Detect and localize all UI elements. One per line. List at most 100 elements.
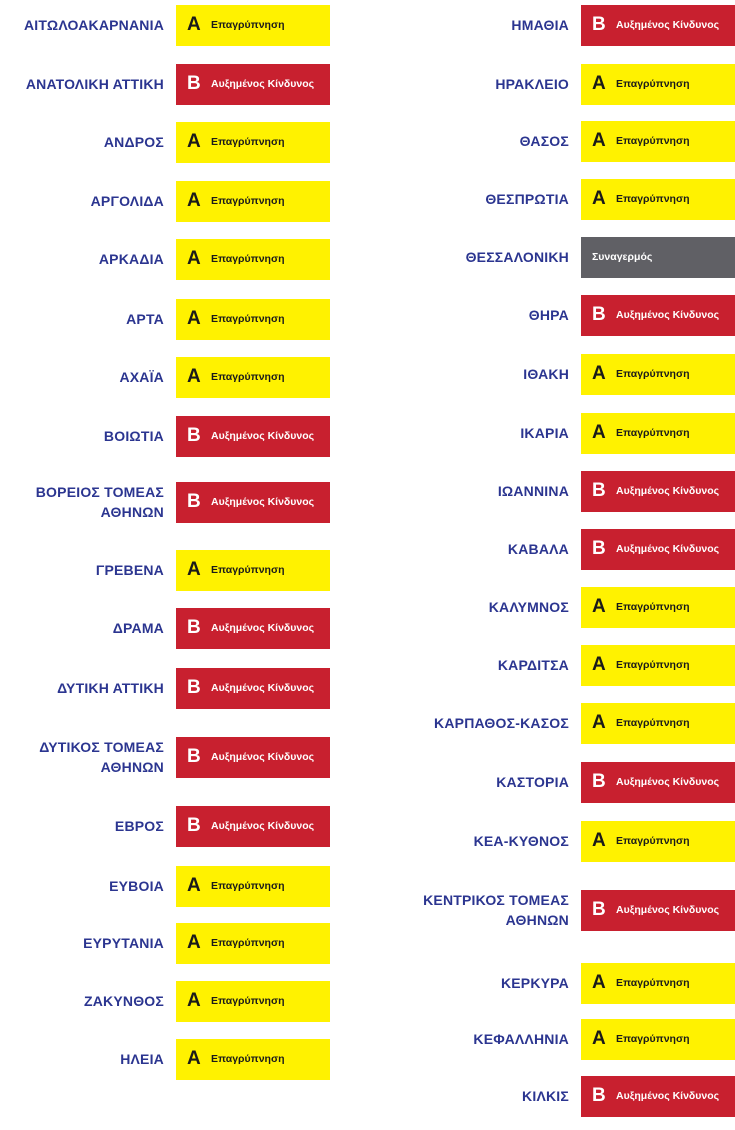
region-row: ΔΥΤΙΚΗ ΑΤΤΙΚΗ Β Αυξημένος Κίνδυνος — [0, 654, 330, 722]
region-name: ΗΛΕΙΑ — [120, 1051, 164, 1067]
region-row: ΑΡΚΑΔΙΑ Α Επαγρύπνηση — [0, 225, 330, 293]
alert-level-badge: Συναγερμός — [581, 236, 735, 278]
region-row: ΘΕΣΠΡΩΤΙΑ Α Επαγρύπνηση — [405, 165, 735, 233]
alert-level-letter: Α — [592, 422, 606, 443]
alert-level-letter: Β — [592, 899, 606, 920]
alert-level-badge: Β Αυξημένος Κίνδυνος — [581, 294, 735, 336]
region-row: ΚΑΣΤΟΡΙΑ Β Αυξημένος Κίνδυνος — [405, 748, 735, 816]
region-name: ΚΑΒΑΛΑ — [507, 541, 569, 557]
alert-level-letter: Β — [187, 73, 201, 94]
alert-level-letter: Β — [187, 617, 201, 638]
region-row: ΚΕΦΑΛΛΗΝΙΑ Α Επαγρύπνηση — [405, 1005, 735, 1073]
region-name: ΚΕΡΚΥΡΑ — [500, 975, 569, 991]
alert-level-letter: Α — [592, 1028, 606, 1049]
region-name: ΙΘΑΚΗ — [523, 366, 569, 382]
alert-level-status: Επαγρύπνηση — [616, 659, 690, 671]
alert-level-letter: Α — [187, 932, 201, 953]
alert-level-status: Επαγρύπνηση — [211, 371, 285, 383]
region-row: ΓΡΕΒΕΝΑ Α Επαγρύπνηση — [0, 536, 330, 604]
region-row: ΕΥΒΟΙΑ Α Επαγρύπνηση — [0, 852, 330, 920]
alert-level-letter: Β — [187, 746, 201, 767]
alert-level-letter: Β — [592, 480, 606, 501]
region-row: ΗΡΑΚΛΕΙΟ Α Επαγρύπνηση — [405, 50, 735, 118]
alert-level-badge: Α Επαγρύπνηση — [176, 922, 330, 964]
alert-level-status: Επαγρύπνηση — [616, 835, 690, 847]
region-name: ΔΥΤΙΚΗ ΑΤΤΙΚΗ — [57, 680, 164, 696]
region-row: ΙΘΑΚΗ Α Επαγρύπνηση — [405, 340, 735, 408]
region-row: ΚΙΛΚΙΣ Β Αυξημένος Κίνδυνος — [405, 1062, 735, 1130]
region-row: ΚΕΝΤΡΙΚΟΣ ΤΟΜΕΑΣ ΑΘΗΝΩΝ Β Αυξημένος Κίνδυν… — [405, 876, 735, 944]
alert-level-badge: Α Επαγρύπνηση — [581, 644, 735, 686]
alert-level-badge: Α Επαγρύπνηση — [581, 178, 735, 220]
alert-level-badge: Α Επαγρύπνηση — [176, 865, 330, 907]
alert-level-badge: Α Επαγρύπνηση — [581, 962, 735, 1004]
alert-level-status: Επαγρύπνηση — [211, 253, 285, 265]
region-row: ΒΟΙΩΤΙΑ Β Αυξημένος Κίνδυνος — [0, 402, 330, 470]
alert-level-letter: Α — [592, 830, 606, 851]
alert-level-letter: Α — [187, 366, 201, 387]
region-name: ΘΕΣΠΡΩΤΙΑ — [485, 191, 569, 207]
alert-level-status: Αυξημένος Κίνδυνος — [211, 496, 315, 508]
region-row: ΔΡΑΜΑ Β Αυξημένος Κίνδυνος — [0, 594, 330, 662]
alert-level-badge: Β Αυξημένος Κίνδυνος — [581, 470, 735, 512]
alert-level-letter: Α — [187, 559, 201, 580]
region-row: ΚΕΡΚΥΡΑ Α Επαγρύπνηση — [405, 949, 735, 1017]
alert-level-badge: Β Αυξημένος Κίνδυνος — [581, 4, 735, 46]
alert-level-badge: Α Επαγρύπνηση — [581, 120, 735, 162]
region-row: ΔΥΤΙΚΟΣ ΤΟΜΕΑΣ ΑΘΗΝΩΝ Β Αυξημένος Κίνδυνος — [0, 723, 330, 791]
alert-level-letter: Β — [187, 425, 201, 446]
region-row: ΚΑΡΠΑΘΟΣ-ΚΑΣΟΣ Α Επαγρύπνηση — [405, 689, 735, 757]
region-row: ΑΡΓΟΛΙΔΑ Α Επαγρύπνηση — [0, 167, 330, 235]
alert-level-badge: Α Επαγρύπνηση — [581, 702, 735, 744]
alert-level-status: Επαγρύπνηση — [616, 427, 690, 439]
alert-level-letter: Β — [592, 1085, 606, 1106]
alert-level-letter: Α — [592, 73, 606, 94]
region-row: ΚΑΛΥΜΝΟΣ Α Επαγρύπνηση — [405, 573, 735, 641]
alert-level-letter: Α — [592, 712, 606, 733]
region-name: ΑΧΑΪΑ — [119, 369, 164, 385]
alert-level-badge: Β Αυξημένος Κίνδυνος — [581, 889, 735, 931]
region-name: ΗΡΑΚΛΕΙΟ — [495, 76, 569, 92]
region-row: ΑΧΑΪΑ Α Επαγρύπνηση — [0, 343, 330, 411]
region-name: ΑΡΚΑΔΙΑ — [98, 251, 164, 267]
alert-level-letter: Α — [592, 130, 606, 151]
region-name: ΒΟΙΩΤΙΑ — [103, 428, 164, 444]
alert-level-status: Επαγρύπνηση — [211, 195, 285, 207]
alert-level-status: Επαγρύπνηση — [616, 977, 690, 989]
region-name: ΚΑΡΠΑΘΟΣ-ΚΑΣΟΣ — [434, 715, 569, 731]
region-name: ΚΕΦΑΛΛΗΝΙΑ — [473, 1031, 569, 1047]
alert-level-letter: Α — [592, 596, 606, 617]
region-row: ΖΑΚΥΝΘΟΣ Α Επαγρύπνηση — [0, 967, 330, 1035]
alert-level-badge: Α Επαγρύπνηση — [581, 586, 735, 628]
region-row: ΚΕΑ-ΚΥΘΝΟΣ Α Επαγρύπνηση — [405, 807, 735, 875]
region-name: ΙΩΑΝΝΙΝΑ — [497, 483, 569, 499]
alert-level-status: Αυξημένος Κίνδυνος — [211, 682, 315, 694]
alert-level-badge: Α Επαγρύπνηση — [176, 356, 330, 398]
alert-level-status: Αυξημένος Κίνδυνος — [616, 19, 720, 31]
region-row: ΚΑΡΔΙΤΣΑ Α Επαγρύπνηση — [405, 631, 735, 699]
alert-level-status: Επαγρύπνηση — [211, 564, 285, 576]
region-name: ΚΙΛΚΙΣ — [522, 1088, 569, 1104]
alert-level-letter: Β — [592, 771, 606, 792]
region-row: ΘΗΡΑ Β Αυξημένος Κίνδυνος — [405, 281, 735, 349]
alert-level-status: Επαγρύπνηση — [616, 717, 690, 729]
region-name: ΕΥΡΥΤΑΝΙΑ — [83, 935, 164, 951]
alert-level-letter: Α — [592, 363, 606, 384]
alert-level-badge: Α Επαγρύπνηση — [581, 820, 735, 862]
alert-level-letter: Β — [592, 538, 606, 559]
alert-level-status: Αυξημένος Κίνδυνος — [616, 485, 720, 497]
alert-level-status: Επαγρύπνηση — [211, 880, 285, 892]
region-name: ΕΥΒΟΙΑ — [109, 878, 164, 894]
alert-level-letter: Β — [187, 491, 201, 512]
region-name: ΑΡΓΟΛΙΔΑ — [90, 193, 164, 209]
alert-level-letter: Α — [187, 248, 201, 269]
alert-level-status: Αυξημένος Κίνδυνος — [616, 309, 720, 321]
region-name: ΓΡΕΒΕΝΑ — [95, 562, 164, 578]
region-row: ΑΡΤΑ Α Επαγρύπνηση — [0, 285, 330, 353]
alert-level-status: Αυξημένος Κίνδυνος — [211, 430, 315, 442]
region-name: ΚΑΛΥΜΝΟΣ — [488, 599, 569, 615]
alert-level-badge: Α Επαγρύπνηση — [581, 412, 735, 454]
alert-level-badge: Β Αυξημένος Κίνδυνος — [581, 528, 735, 570]
region-row: ΙΚΑΡΙΑ Α Επαγρύπνηση — [405, 399, 735, 467]
alert-level-status: Αυξημένος Κίνδυνος — [211, 751, 315, 763]
